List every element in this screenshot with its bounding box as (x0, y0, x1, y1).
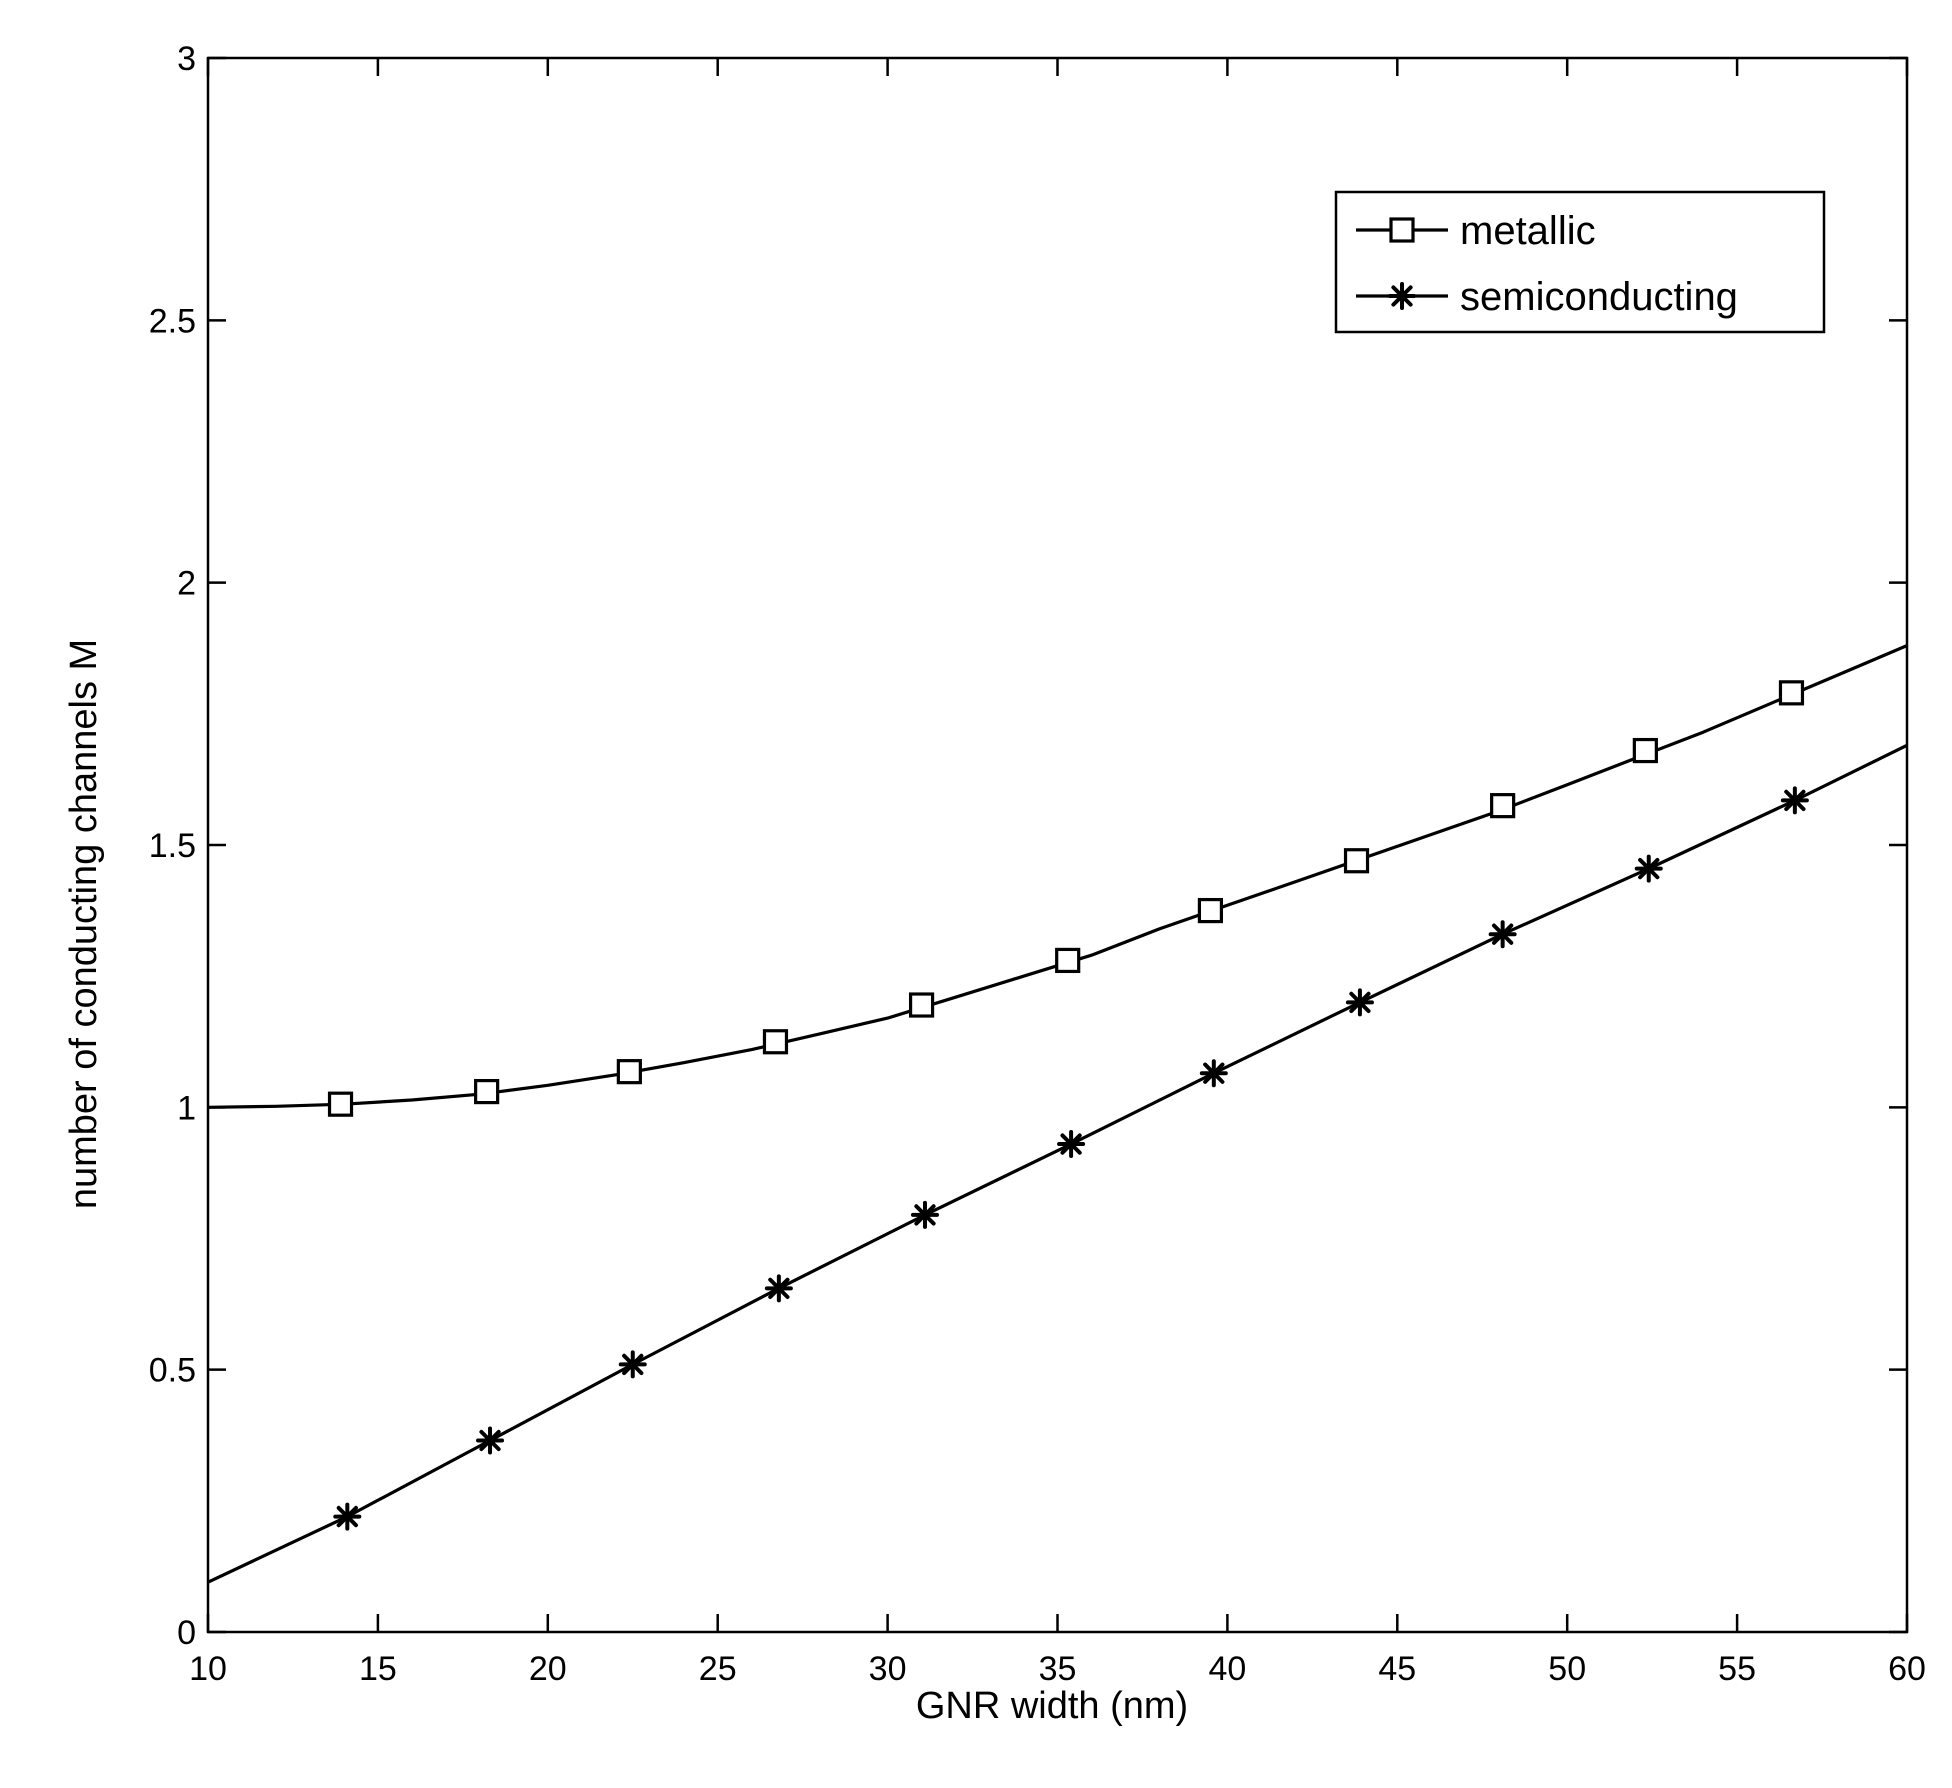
x-tick-label: 40 (1208, 1650, 1246, 1688)
asterisk-stroke (1203, 1062, 1225, 1084)
y-tick-label: 0.5 (149, 1352, 196, 1390)
asterisk-stroke (622, 1353, 644, 1376)
asterisk-stroke (1784, 789, 1806, 812)
data-point-metallic (1778, 680, 1805, 706)
x-tick-label: 30 (869, 1650, 907, 1688)
y-tick-label: 3 (177, 40, 196, 78)
x-axis-label: GNR width (nm) (916, 1685, 1188, 1727)
legend-marker-metallic (1389, 217, 1415, 243)
axes-layer: 10 15 20 25 30 35 40 45 50 55 60 0 0.5 1 1.5 2 2.5 3 (149, 40, 1926, 1688)
data-point-semiconducting (333, 1502, 362, 1531)
asterisk-stroke (1638, 857, 1660, 880)
x-tick-label: 45 (1378, 1650, 1416, 1688)
legend-marker-semiconducting (1388, 282, 1416, 310)
data-point-metallic (474, 1078, 500, 1105)
y-tick-label: 2.5 (149, 302, 196, 340)
x-tick-label: 15 (359, 1650, 397, 1688)
legend-label-metallic: metallic (1460, 209, 1596, 253)
asterisk-stroke (1391, 285, 1413, 307)
data-point-metallic (1490, 793, 1516, 819)
x-tick-label: 55 (1718, 1650, 1756, 1688)
data-point-metallic (616, 1059, 642, 1085)
data-point-metallic (908, 992, 935, 1018)
data-point-semiconducting (476, 1426, 505, 1455)
data-point-metallic (1343, 848, 1370, 874)
x-tick-label: 35 (1039, 1650, 1077, 1688)
data-point-semiconducting (1057, 1130, 1086, 1159)
y-tick-label: 1 (177, 1089, 196, 1127)
asterisk-stroke (1349, 991, 1371, 1014)
y-tick-label: 2 (177, 565, 196, 603)
data-point-semiconducting (764, 1274, 793, 1303)
asterisk-stroke (768, 1277, 790, 1299)
data-point-metallic (1197, 897, 1224, 924)
asterisk-stroke (914, 1204, 936, 1226)
data-point-semiconducting (1345, 988, 1374, 1017)
legend-label-semiconducting: semiconducting (1460, 275, 1738, 319)
asterisk-stroke (1491, 923, 1514, 945)
data-point-semiconducting (1488, 920, 1517, 949)
data-point-metallic (1632, 737, 1658, 764)
y-tick-label: 0 (177, 1614, 196, 1652)
x-tick-label: 20 (529, 1650, 567, 1688)
asterisk-stroke (336, 1505, 358, 1528)
series-layer (207, 644, 1908, 1584)
data-point-semiconducting (1634, 854, 1663, 883)
data-point-metallic (1055, 947, 1081, 974)
data-point-semiconducting (910, 1200, 939, 1229)
y-tick-label: 1.5 (149, 827, 196, 865)
asterisk-stroke (1060, 1133, 1082, 1155)
legend: metallic semiconducting (1334, 190, 1826, 334)
legend-box (1334, 190, 1826, 334)
data-point-semiconducting (1780, 786, 1809, 815)
asterisk-stroke (479, 1429, 501, 1452)
data-point-semiconducting (1199, 1059, 1228, 1088)
x-tick-label: 60 (1888, 1650, 1926, 1688)
x-tick-label: 25 (699, 1650, 737, 1688)
data-point-metallic (327, 1091, 354, 1117)
x-tick-label: 50 (1548, 1650, 1586, 1688)
data-point-semiconducting (618, 1350, 647, 1379)
x-tick-label: 10 (189, 1650, 227, 1688)
data-point-metallic (762, 1029, 789, 1055)
y-axis-label: number of conducting channels M (63, 639, 105, 1209)
